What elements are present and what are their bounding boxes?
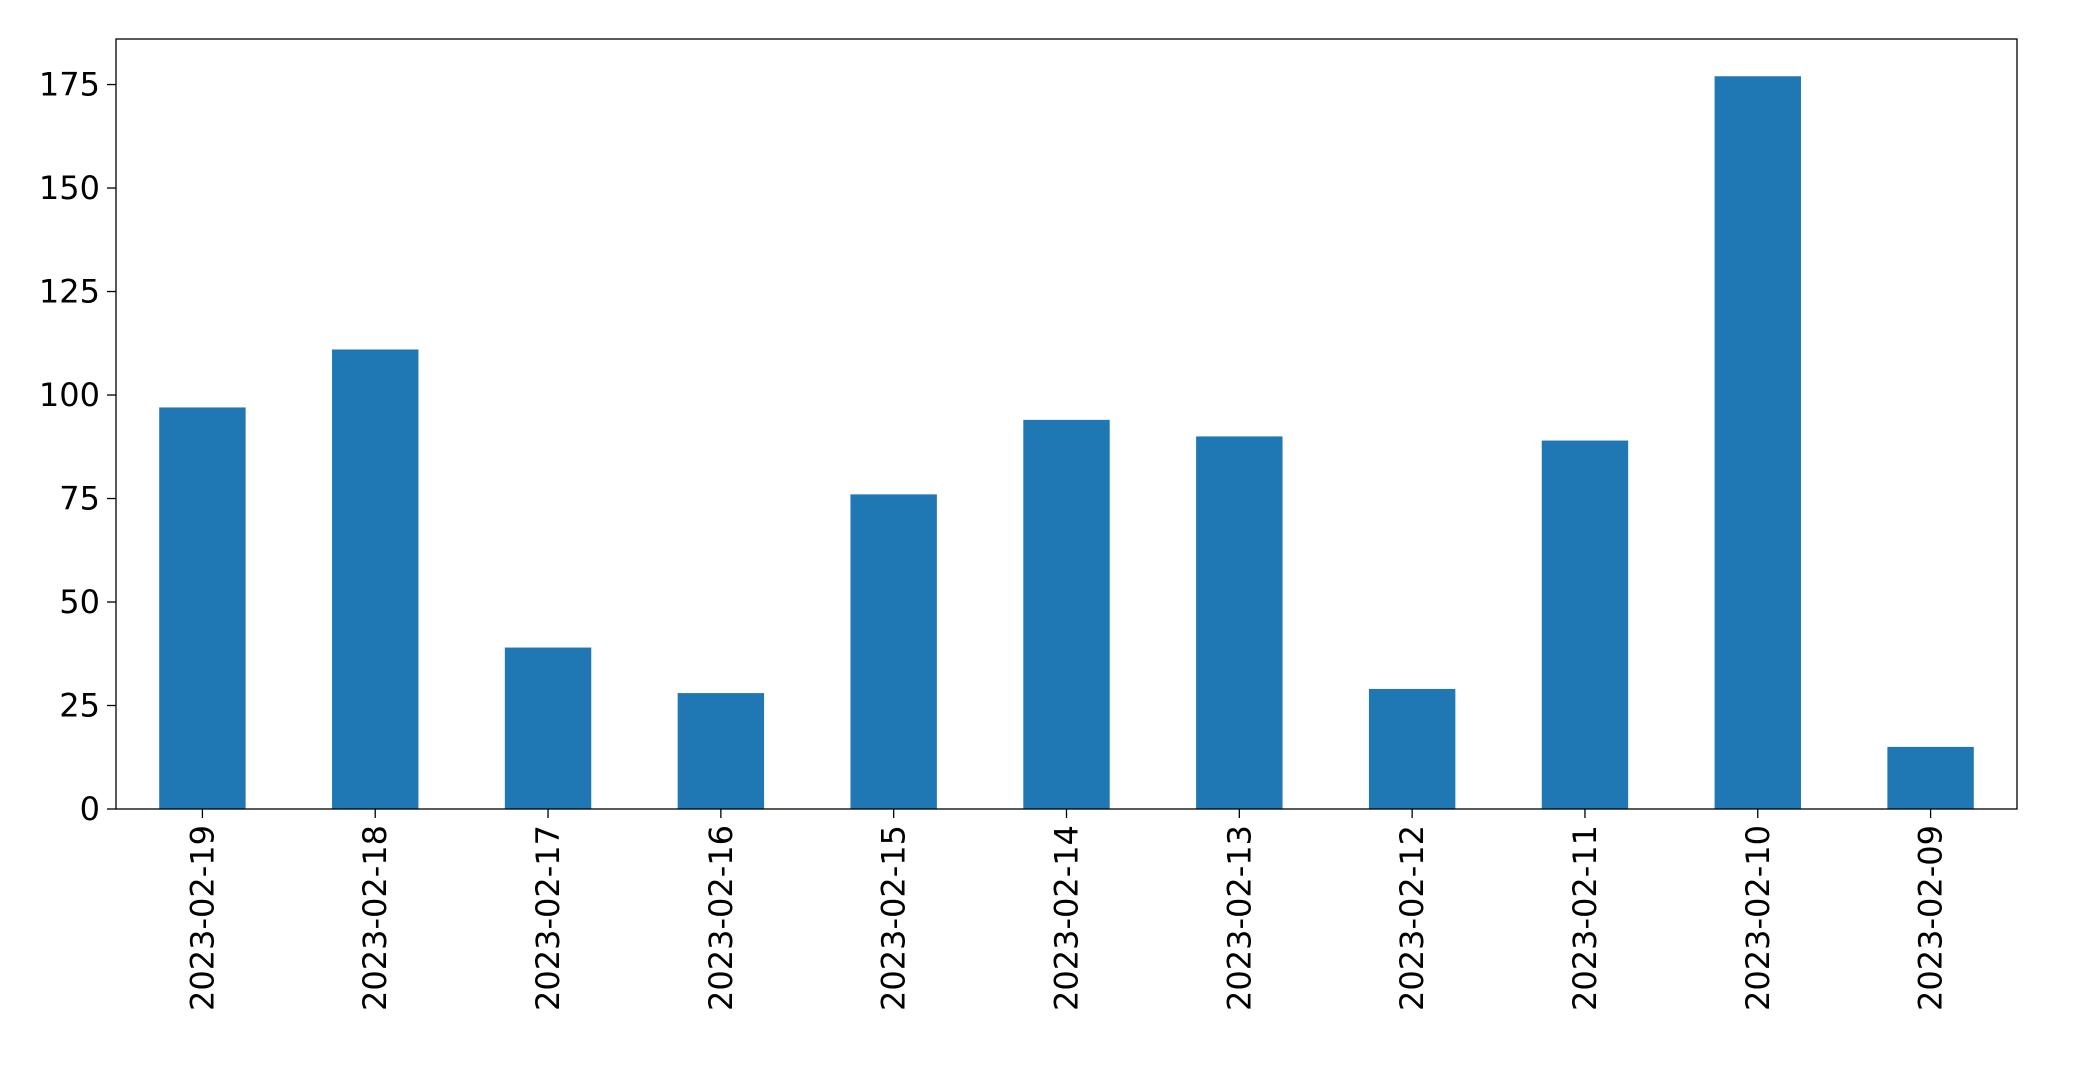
- bar-2023-02-19: [159, 407, 246, 809]
- y-tick-label: 125: [39, 273, 100, 311]
- bar-2023-02-16: [677, 693, 765, 809]
- bar-2023-02-13: [1196, 436, 1283, 809]
- bar-2023-02-18: [332, 349, 419, 809]
- x-tick-label: 2023-02-11: [1566, 825, 1604, 1011]
- x-tick-label: 2023-02-14: [1048, 825, 1086, 1011]
- bars-layer: [159, 76, 1974, 810]
- x-tick-label: 2023-02-12: [1393, 825, 1431, 1011]
- y-tick-label: 150: [39, 169, 100, 207]
- bar-2023-02-12: [1368, 688, 1456, 809]
- x-tick-label: 2023-02-19: [183, 825, 221, 1011]
- y-tick-label: 25: [59, 687, 100, 725]
- x-tick-label: 2023-02-09: [1912, 825, 1950, 1011]
- y-tick-label: 50: [59, 583, 100, 621]
- bar-2023-02-14: [1023, 419, 1110, 809]
- x-tick-label: 2023-02-18: [356, 825, 394, 1011]
- bar-2023-02-09: [1887, 746, 1974, 809]
- x-tick-label: 2023-02-15: [875, 825, 913, 1011]
- x-tick-label: 2023-02-17: [529, 825, 567, 1011]
- x-tick-label: 2023-02-10: [1739, 825, 1777, 1011]
- y-tick-label: 0: [80, 790, 100, 828]
- y-tick-label: 100: [39, 376, 100, 414]
- bar-2023-02-15: [850, 494, 937, 809]
- y-tick-label: 175: [39, 66, 100, 104]
- bar-2023-02-10: [1714, 76, 1801, 810]
- bar-2023-02-17: [504, 647, 592, 809]
- x-tick-label: 2023-02-13: [1220, 825, 1258, 1011]
- plot-frame: [115, 38, 2018, 810]
- y-tick-label: 75: [59, 480, 100, 518]
- x-axis: 2023-02-19 2023-02-18 2023-02-17 2023-02-16…: [183, 809, 1950, 1011]
- x-tick-label: 2023-02-16: [702, 825, 740, 1011]
- y-axis: 0 25 50 75 100 125 150 175: [39, 66, 116, 828]
- bar-2023-02-11: [1541, 440, 1629, 809]
